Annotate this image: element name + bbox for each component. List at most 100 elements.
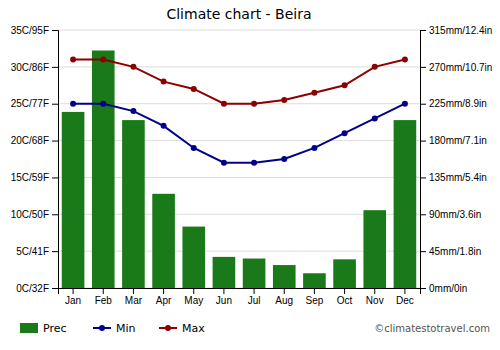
tick-label: 25C/77F [11,98,49,109]
marker [130,64,136,70]
tick: Sep [306,288,324,306]
tick: 25C/77F [11,98,58,109]
marker [342,130,348,136]
tick-mark [374,288,375,294]
tick-label: Nov [366,295,384,306]
tick-mark [314,288,315,294]
tick: 180mm/7.1in [420,135,487,146]
bar [182,227,205,288]
tick-label: 5C/41F [16,246,49,257]
bar [333,259,356,288]
tick-mark [344,288,345,294]
marker [100,101,106,107]
tick-label: Jun [216,295,232,306]
legend: Prec Min Max [20,322,205,335]
tick: 45mm/1.8in [420,246,481,257]
tick: 5C/41F [16,246,58,257]
tick-label: Oct [337,295,353,306]
legend-label: Max [182,322,205,335]
bar [303,273,326,288]
marker [100,56,106,62]
tick-label: 45mm/1.8in [429,246,481,257]
title: Climate chart - Beira [166,6,311,22]
tick-mark [52,141,58,142]
tick: Oct [337,288,353,306]
tick: 10C/50F [11,209,58,220]
line-series [70,101,408,166]
tick: Jun [216,288,232,306]
marker [70,56,76,62]
tick-mark [420,30,426,31]
line [73,104,405,163]
tick: May [184,288,203,306]
tick-mark [133,288,134,294]
marker [161,79,167,85]
axis-line [421,31,427,289]
marker [251,160,257,166]
tick-label: 225mm/8.9in [429,98,487,109]
marker [402,56,408,62]
tick-mark [420,251,426,252]
tick-mark [223,288,224,294]
marker [161,123,167,129]
tick-mark [52,30,58,31]
bar-series [62,50,416,288]
line [73,59,405,103]
legend-item: Max [159,322,205,335]
marker [342,82,348,88]
bar [243,259,266,288]
tick: Dec [396,288,414,306]
marker [311,90,317,96]
tick-label: Dec [396,295,414,306]
marker [70,101,76,107]
marker [372,115,378,121]
tick-label: Feb [95,295,113,306]
tick-mark [420,104,426,105]
legend-label: Prec [43,322,67,335]
tick-label: 270mm/10.7in [429,62,492,73]
bar [363,210,386,288]
tick: Aug [275,288,293,306]
marker [281,156,287,162]
plot: 0C/32F5C/41F10C/50F15C/59F20C/68F25C/77F… [11,25,493,306]
legend-marker [165,325,171,331]
tick-label: Sep [306,295,324,306]
axis-line [52,31,59,289]
tick-mark [52,288,58,289]
annotation: ©climatestotravel.com [374,323,490,334]
tick: 315mm/12.4in [420,25,492,36]
y-axis: 0C/32F5C/41F10C/50F15C/59F20C/68F25C/77F… [11,25,59,294]
legend-marker [99,325,105,331]
legend-label: Min [116,322,136,335]
bar [122,120,145,288]
tick-mark [420,177,426,178]
tick-label: Aug [275,295,293,306]
tick-mark [73,288,74,294]
marker [191,86,197,92]
marker [130,108,136,114]
tick-label: 180mm/7.1in [429,135,487,146]
tick-label: 0mm/0in [429,283,467,294]
tick: Mar [125,288,143,306]
marker [221,101,227,107]
marker [221,160,227,166]
tick: Jul [248,288,261,306]
tick-label: 315mm/12.4in [429,25,492,36]
tick-mark [52,177,58,178]
tick: 135mm/5.4in [420,172,487,183]
tick-mark [420,67,426,68]
marker [191,145,197,151]
marker [372,64,378,70]
legend-item: Prec [20,322,67,335]
tick: 35C/95F [11,25,58,36]
grid-line [58,30,420,31]
axis-line [59,289,421,295]
tick-label: Apr [156,295,172,306]
tick: 225mm/8.9in [420,98,487,109]
tick: 30C/86F [11,62,58,73]
tick-label: 90mm/3.6in [429,209,481,220]
tick: 0mm/0in [420,283,467,294]
tick: Nov [366,288,384,306]
tick-mark [52,214,58,215]
x-axis: JanFebMarAprMayJunJulAugSepOctNovDec [59,288,421,306]
